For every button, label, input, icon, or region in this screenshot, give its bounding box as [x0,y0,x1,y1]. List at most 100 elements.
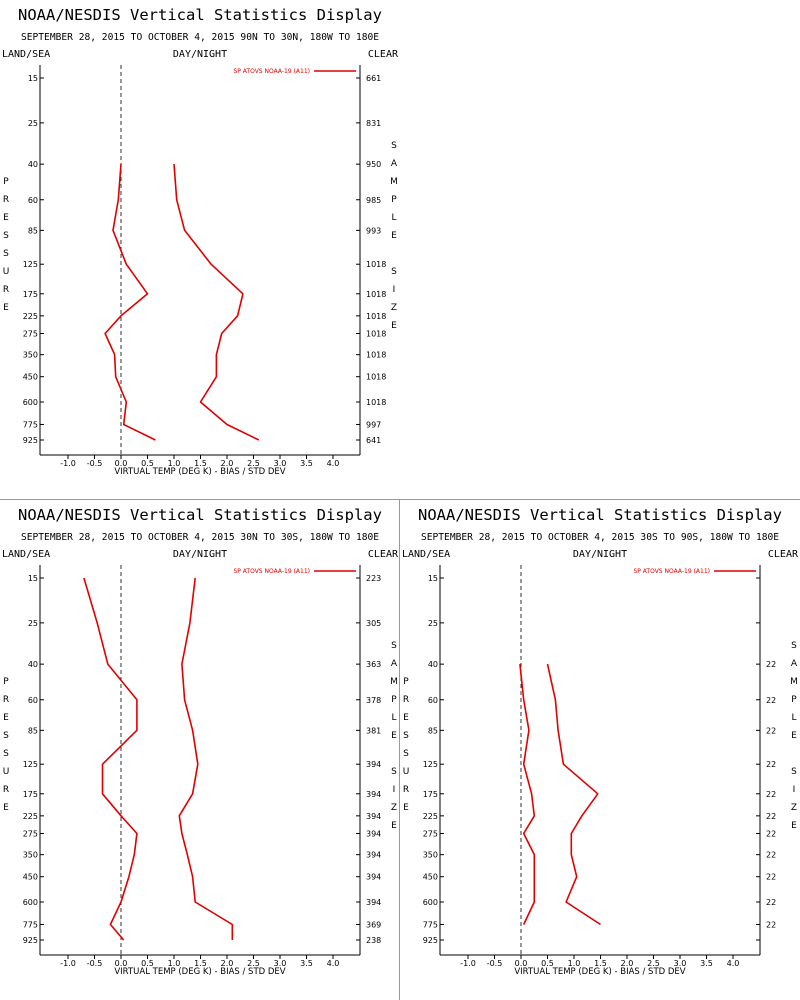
x-tick-label: -0.5 [87,459,103,468]
pressure-label: 925 [23,936,38,945]
x-axis-label: VIRTUAL TEMP (DEG K) - BIAS / STD DEV [114,467,285,477]
x-tick-label: 2.0 [221,959,234,968]
pressure-label: 25 [28,119,38,128]
x-tick-label: 2.0 [621,959,634,968]
sample-size-label: 1018 [366,351,386,360]
x-tick-label: 0.5 [141,459,154,468]
sample-size-label: 22 [766,790,776,799]
size-axis-letter: I [793,785,796,795]
land-sea-label: LAND/SEA [2,49,50,60]
pressure-axis-letter: S [3,249,9,259]
pressure-label: 775 [23,920,38,929]
sample-size-label: 831 [366,119,381,128]
sample-size-label: 22 [766,920,776,929]
sample-size-label: 363 [366,660,381,669]
chart-subtitle: SEPTEMBER 28, 2015 TO OCTOBER 4, 2015 30… [421,532,779,543]
sample-size-label: 394 [366,829,381,838]
sample-size-label: 22 [766,873,776,882]
pressure-label: 85 [28,726,38,735]
x-tick-label: 3.5 [300,459,313,468]
pressure-label: 600 [423,898,438,907]
x-tick-label: 3.0 [274,459,287,468]
chart-subtitle: SEPTEMBER 28, 2015 TO OCTOBER 4, 2015 90… [21,32,379,43]
pressure-label: 450 [23,873,38,882]
chart-panel-2: NOAA/NESDIS Vertical Statistics Display S… [2,506,399,977]
x-tick-label: 4.0 [327,959,340,968]
sample-size-label: 394 [366,898,381,907]
sample-size-label: 223 [366,574,381,583]
clear-label: CLEAR [768,549,799,560]
size-axis-letter: E [391,321,397,331]
pressure-label: 125 [423,760,438,769]
x-tick-label: 3.5 [700,959,713,968]
size-axis-letter: E [391,821,397,831]
sample-size-label: 1018 [366,290,386,299]
panel-divider-vertical [399,499,400,1000]
pressure-label: 125 [23,260,38,269]
sample-axis-letter: E [391,231,397,241]
sample-size-label: 394 [366,851,381,860]
chart-subtitle: SEPTEMBER 28, 2015 TO OCTOBER 4, 2015 30… [21,532,379,543]
sample-size-label: 394 [366,790,381,799]
pressure-axis-letter: R [403,785,409,795]
sample-size-label: 1018 [366,260,386,269]
sample-axis-letter: S [391,641,397,651]
pressure-axis-letter: R [3,285,9,295]
size-axis-letter: I [393,285,396,295]
day-night-label: DAY/NIGHT [173,549,227,560]
sample-size-label: 1018 [366,373,386,382]
x-tick-label: 1.0 [568,959,581,968]
pressure-label: 925 [423,936,438,945]
pressure-label: 450 [23,373,38,382]
pressure-axis-letter: S [403,749,409,759]
pressure-label: 15 [28,74,38,83]
pressure-axis-letter: P [3,177,9,187]
sample-axis-letter: P [791,695,797,705]
sample-size-label: 22 [766,898,776,907]
sample-size-label: 369 [366,920,381,929]
pressure-axis-letter: P [403,677,409,687]
x-tick-label: 1.0 [168,959,181,968]
size-axis-letter: Z [391,803,397,813]
sample-size-label: 993 [366,226,381,235]
sample-size-label: 997 [366,420,381,429]
pressure-label: 15 [428,574,438,583]
panel-divider-horizontal [0,499,800,500]
pressure-label: 275 [23,329,38,338]
size-axis-letter: S [391,767,397,777]
pressure-label: 40 [28,660,38,669]
pressure-label: 175 [23,290,38,299]
pressure-label: 450 [423,873,438,882]
pressure-label: 40 [28,160,38,169]
pressure-label: 925 [23,436,38,445]
pressure-axis-letter: E [3,803,9,813]
sample-size-label: 985 [366,196,381,205]
sample-size-label: 305 [366,619,381,628]
pressure-axis-letter: R [403,695,409,705]
pressure-label: 275 [23,829,38,838]
display-title: NOAA/NESDIS Vertical Statistics Display [18,506,382,524]
x-tick-label: 2.5 [247,959,260,968]
pressure-axis-letter: R [3,785,9,795]
sample-axis-letter: A [391,659,398,669]
clear-label: CLEAR [368,549,399,560]
series-line-bias [519,664,536,925]
size-axis-letter: E [791,821,797,831]
sample-axis-letter: P [391,695,397,705]
x-tick-label: -1.0 [460,959,476,968]
x-tick-label: 4.0 [727,959,740,968]
sample-size-label: 641 [366,436,381,445]
size-axis-letter: S [391,267,397,277]
pressure-axis-letter: E [3,213,9,223]
sample-size-label: 22 [766,660,776,669]
legend-label: SP ATOVS NOAA-19 (A11) [233,68,310,75]
pressure-axis-letter: R [3,695,9,705]
pressure-axis-letter: E [3,713,9,723]
sample-axis-letter: M [790,677,798,687]
x-tick-label: 0.0 [515,959,528,968]
sample-size-label: 381 [366,726,381,735]
sample-axis-letter: L [391,213,396,223]
x-tick-label: -1.0 [60,459,76,468]
x-tick-label: 2.5 [647,959,660,968]
pressure-label: 60 [28,696,38,705]
